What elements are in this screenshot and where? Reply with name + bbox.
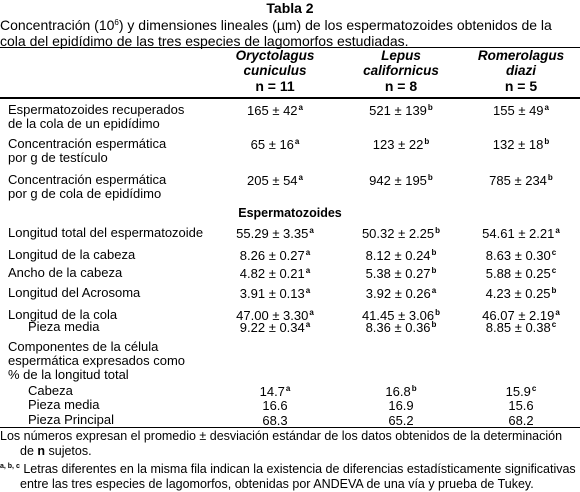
species-name: californicus [363, 63, 439, 78]
table-cell: 8.26 ± 0.27a [239, 248, 311, 263]
species-name: Romerolagus [477, 48, 565, 63]
table-cell: 54.61 ± 2.21a [482, 226, 560, 241]
table-cell: 50.32 ± 2.25b [361, 226, 441, 241]
sample-size: n = 11 [255, 78, 295, 94]
table-cell: 123 ± 22b [372, 137, 430, 152]
row-label: Concentración espermática por g de cola d… [8, 172, 167, 201]
table-cell: 785 ± 234b [489, 173, 553, 188]
table-cell: 16.9 [388, 398, 414, 413]
table-cell: 205 ± 54a [247, 173, 303, 188]
table-caption: Concentración (106) y dimensiones lineal… [0, 15, 552, 49]
row-label: Concentración espermática por g de testíc… [8, 136, 167, 165]
column-header-lepus: Lepus californicus n = 8 [340, 48, 462, 94]
sample-size: n = 5 [504, 78, 538, 94]
table-cell: 132 ± 18b [492, 137, 550, 152]
species-name: Oryctolagus [235, 48, 315, 63]
row-label: Pieza media [28, 319, 100, 334]
row-label: Ancho de la cabeza [8, 265, 123, 280]
row-label: Espermatozoides recuperados de la cola de… [8, 102, 185, 131]
row-label: Pieza media [28, 397, 100, 412]
caption-text-2: ) y dimensiones lineales (µm) de los esp… [118, 17, 552, 33]
sample-size: n = 8 [384, 78, 418, 94]
table-cell: 41.45 ± 3.06b [361, 308, 441, 323]
table-cell: 9.22 ± 0.34a [239, 320, 311, 335]
table-cell: 5.38 ± 0.27b [365, 266, 437, 281]
table-cell: 8.36 ± 0.36b [365, 320, 437, 335]
table-cell: 3.91 ± 0.13a [239, 286, 311, 301]
header-rule [0, 97, 580, 99]
section-heading-espermatozoides: Espermatozoides [238, 206, 342, 220]
species-name: Lepus [381, 48, 421, 63]
column-header-romerolagus: Romerolagus diazi n = 5 [462, 48, 580, 94]
top-rule [0, 47, 580, 48]
table-cell: 3.92 ± 0.26a [365, 286, 437, 301]
table-cell: 47.00 ± 3.30a [236, 308, 314, 323]
table-cell: 14.7a [259, 384, 291, 399]
table-cell: 15.6 [508, 398, 534, 413]
table-cell: 4.23 ± 0.25b [485, 286, 557, 301]
row-label: Longitud total del espermatozoide [8, 225, 204, 240]
table-title: Tabla 2 [266, 0, 314, 16]
row-label: Longitud de la cabeza [8, 247, 136, 262]
table-cell: 8.63 ± 0.30c [485, 248, 557, 263]
bottom-rule [0, 427, 580, 428]
row-label: Cabeza [28, 383, 73, 398]
table-cell: 68.3 [262, 413, 288, 428]
table-cell: 55.29 ± 3.35a [236, 226, 314, 241]
table-cell: 942 ± 195b [369, 173, 433, 188]
components-label: Componentes de la célula espermática exp… [8, 339, 186, 382]
table-cell: 65.2 [388, 413, 414, 428]
table-cell: 16.8b [385, 384, 417, 399]
table-cell: 16.6 [262, 398, 288, 413]
species-name: diazi [505, 63, 536, 78]
footnote-marks: a, b, c [0, 463, 20, 470]
row-label: Pieza Principal [28, 412, 114, 427]
table-cell: 8.12 ± 0.24b [365, 248, 437, 263]
table-cell: 155 ± 49a [493, 103, 549, 118]
caption-line-2: cola del epidídimo de las tres especies … [0, 33, 409, 49]
table-cell: 5.88 ± 0.25c [485, 266, 557, 281]
table-cell: 521 ± 139b [369, 103, 433, 118]
row-label: Longitud de la cola [8, 307, 118, 322]
row-label: Longitud del Acrosoma [8, 285, 141, 300]
caption-text-1: Concentración (10 [0, 17, 115, 33]
caption-exponent: 6 [114, 18, 119, 27]
column-header-oryctolagus: Oryctolagus cuniculus n = 11 [205, 48, 345, 94]
table-cell: 46.07 ± 2.19a [482, 308, 560, 323]
table-cell: 68.2 [508, 413, 534, 428]
footnote-letters: a, b, c Letras diferentes en la misma fi… [0, 462, 576, 491]
table-cell: 8.85 ± 0.38c [485, 320, 557, 335]
footnote-mean: Los números expresan el promedio ± desvi… [0, 429, 563, 458]
table-cell: 65 ± 16a [250, 137, 300, 152]
species-name: cuniculus [243, 63, 307, 78]
table-cell: 15.9c [505, 384, 537, 399]
table-cell: 4.82 ± 0.21a [239, 266, 311, 281]
table-cell: 165 ± 42a [247, 103, 303, 118]
